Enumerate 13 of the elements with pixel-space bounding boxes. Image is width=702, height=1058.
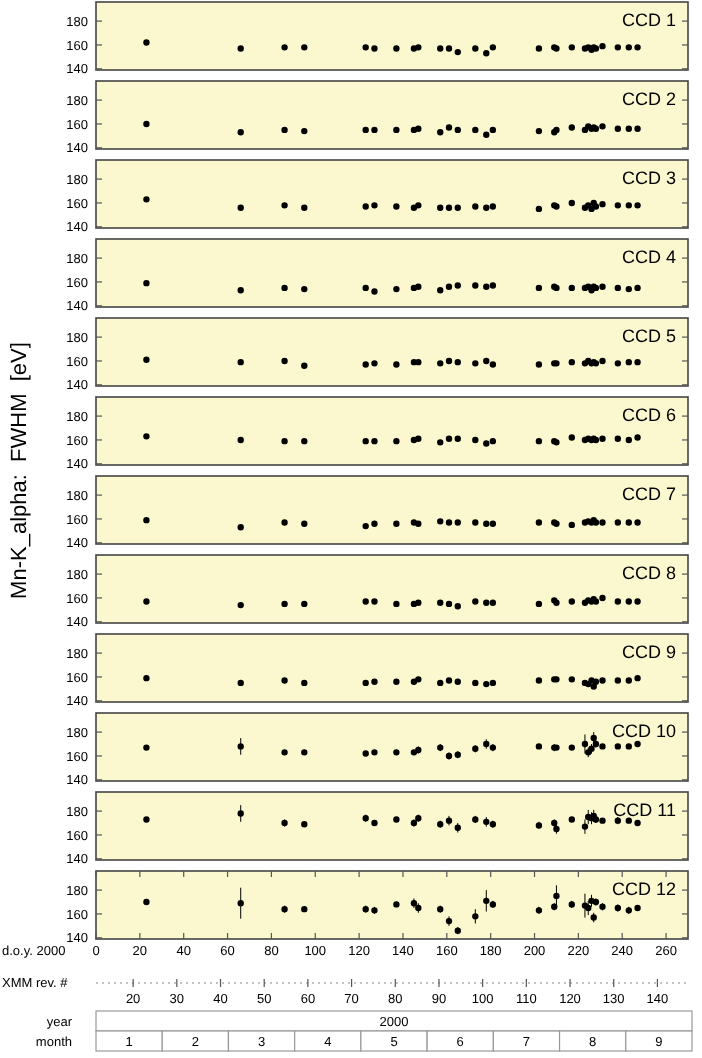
chart-title: CCD 3 [621,168,676,188]
chart-title: CCD 2 [621,89,676,109]
chart-title: CCD 5 [621,326,676,346]
y-axis-title: Mn-K_alpha: FWHM [eV] [8,342,32,599]
chart-title: CCD 6 [621,405,676,425]
chart-title: CCD 11 [613,800,676,820]
chart-title: CCD 10 [611,721,676,741]
chart-title: CCD 9 [621,642,676,662]
chart-title: CCD 8 [621,563,676,583]
chart-title: CCD 12 [611,879,676,899]
chart-title: CCD 7 [621,484,676,504]
chart-title: CCD 1 [621,10,676,30]
chart-title: CCD 4 [621,247,676,267]
